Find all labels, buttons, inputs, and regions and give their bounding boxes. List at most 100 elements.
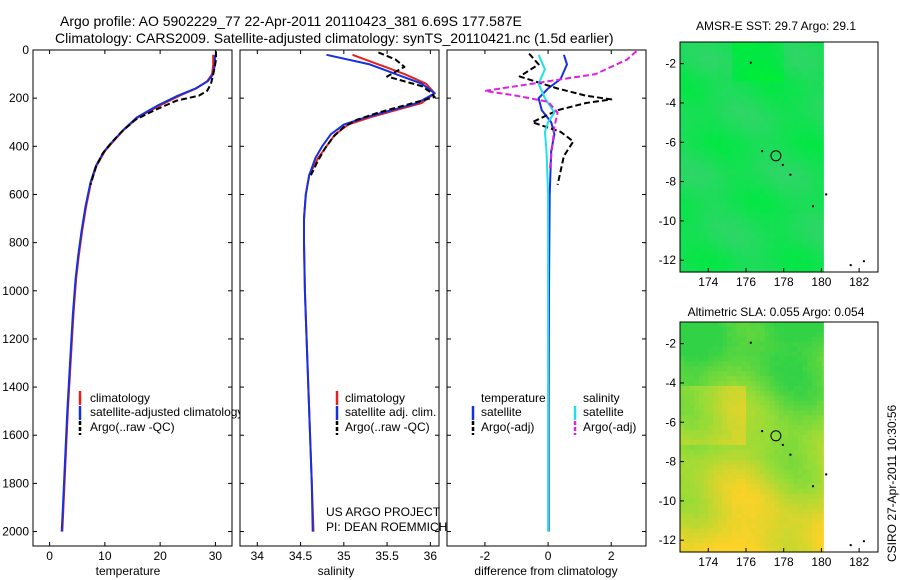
map-cell	[717, 76, 723, 82]
map-cell	[793, 543, 799, 549]
map-cell	[684, 518, 690, 525]
map-cell	[746, 238, 752, 245]
map-cell	[764, 444, 771, 451]
map-cell	[755, 184, 761, 190]
map-cell	[741, 66, 747, 73]
map-cell	[741, 435, 747, 441]
map-cell	[722, 381, 728, 387]
map-cell	[764, 425, 771, 431]
map-cell	[821, 371, 824, 377]
map-cell	[727, 76, 733, 82]
map-cell	[713, 420, 719, 426]
map-cell	[783, 110, 789, 117]
map-cell	[788, 145, 794, 151]
map-cell	[722, 523, 728, 529]
map-cell	[783, 548, 789, 553]
map-cell	[689, 66, 695, 73]
map-cell	[802, 336, 808, 343]
map-cell	[750, 140, 756, 146]
map-cell	[788, 346, 794, 353]
map-cell	[764, 66, 771, 73]
map-cell	[717, 430, 723, 436]
map-cell	[741, 115, 747, 122]
map-cell	[684, 125, 690, 131]
map-cell	[779, 484, 785, 490]
map-cell	[779, 209, 785, 215]
map-cell	[736, 336, 742, 343]
map-cell	[750, 444, 756, 451]
map-cell	[689, 61, 695, 68]
map-cell	[694, 125, 700, 131]
map-cell	[821, 538, 824, 544]
map-cell	[708, 523, 714, 529]
map-cell	[684, 336, 690, 343]
map-cell	[731, 449, 738, 456]
map-cell	[713, 61, 719, 68]
map-cell	[769, 179, 775, 186]
map-cell	[750, 410, 756, 416]
map-cell	[684, 214, 690, 220]
map-cell	[788, 125, 794, 131]
map-cell	[816, 385, 822, 392]
map-cell	[694, 410, 700, 416]
map-cell	[746, 346, 752, 353]
map-cell	[689, 243, 695, 249]
map-cell	[788, 159, 794, 166]
island-marker	[761, 150, 764, 153]
map-cell	[684, 135, 690, 141]
map-cell	[703, 361, 709, 367]
map-cell	[741, 214, 747, 220]
map-cell	[788, 484, 794, 490]
map-cell	[741, 444, 747, 451]
map-cell	[698, 400, 705, 407]
map-cell	[774, 326, 780, 333]
map-x-tick-label: 174	[698, 275, 718, 289]
map-cell	[764, 140, 771, 146]
map-cell	[736, 410, 742, 416]
map-cell	[698, 46, 705, 53]
map-cell	[807, 130, 813, 136]
map-cell	[779, 518, 785, 525]
map-cell	[755, 263, 761, 269]
map-cell	[779, 513, 785, 520]
map-cell	[821, 81, 824, 87]
map-cell	[684, 548, 690, 553]
map-cell	[783, 253, 789, 259]
map-cell	[788, 66, 794, 73]
map-cell	[680, 140, 686, 146]
map-cell	[769, 336, 775, 343]
map-cell	[727, 331, 733, 338]
map-cell	[703, 538, 709, 544]
map-cell	[788, 96, 794, 102]
map-cell	[788, 533, 794, 539]
map-cell	[774, 96, 780, 102]
map-cell	[727, 263, 733, 269]
map-cell	[807, 120, 813, 127]
map-cell	[788, 469, 794, 475]
map-cell	[717, 86, 723, 92]
map-cell	[722, 243, 728, 249]
map-cell	[727, 56, 733, 63]
map-cell	[708, 381, 714, 387]
map-cell	[698, 513, 705, 520]
map-cell	[694, 528, 700, 534]
map-cell	[769, 243, 775, 249]
map-cell	[727, 395, 733, 402]
map-cell	[722, 130, 728, 136]
map-cell	[807, 518, 813, 525]
map-cell	[807, 263, 813, 269]
map-cell	[741, 96, 747, 102]
map-cell	[713, 444, 719, 451]
map-cell	[807, 223, 813, 230]
map-cell	[727, 356, 733, 362]
map-cell	[774, 336, 780, 343]
map-cell	[774, 469, 780, 475]
map-cell	[689, 439, 695, 446]
map-cell	[684, 189, 690, 195]
map-cell	[769, 155, 775, 161]
map-cell	[684, 503, 690, 510]
map-cell	[769, 194, 775, 200]
map-cell	[713, 145, 719, 151]
map-cell	[779, 533, 785, 539]
map-cell	[727, 336, 733, 343]
